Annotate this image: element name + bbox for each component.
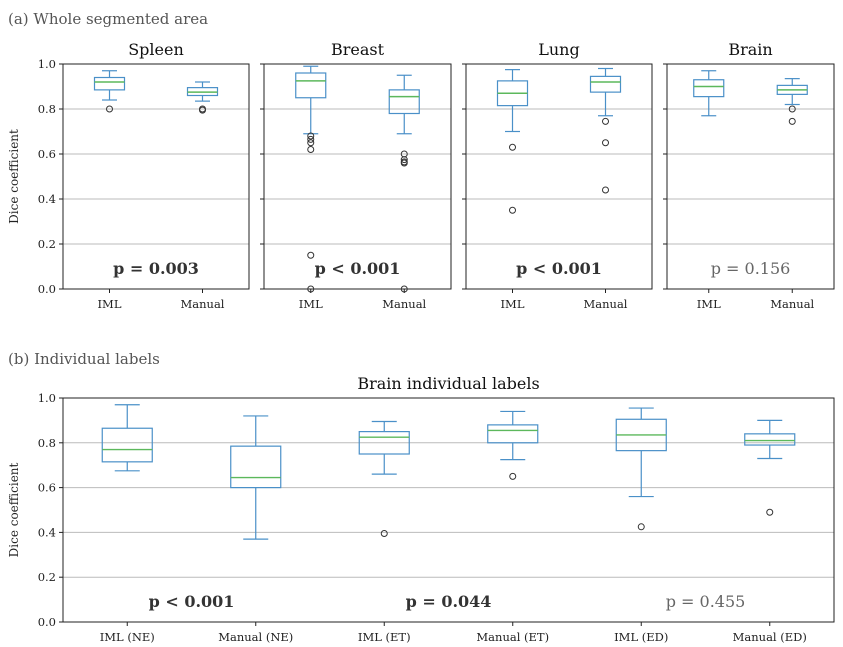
y-axis-label: Dice coefficient xyxy=(7,129,21,224)
outlier-point xyxy=(509,206,516,214)
box-body xyxy=(101,427,153,463)
y-axis-label: Dice coefficient xyxy=(7,462,21,557)
panel-title: Brain individual labels xyxy=(357,374,539,393)
panel-4: Brain IML Manual p = 0.156 xyxy=(663,40,835,311)
box-1 xyxy=(101,404,153,472)
plot-frame xyxy=(62,397,835,623)
panel-title: Breast xyxy=(331,40,385,59)
box-1 xyxy=(93,70,126,113)
box-5 xyxy=(615,407,667,531)
p-value-annotation: p < 0.001 xyxy=(149,592,235,611)
section-b-label: (b) Individual labels xyxy=(8,350,160,368)
x-tick-label: IML xyxy=(501,297,525,311)
outlier-point xyxy=(637,523,645,531)
p-value-annotation: p = 0.003 xyxy=(113,259,199,278)
panel-5: 0.0 0.2 0.4 0.6 0.8 1.0 Dice coefficient Brain … xyxy=(7,374,835,644)
outlier-point xyxy=(766,508,774,516)
plot-frame xyxy=(666,63,835,290)
y-tick-label: 0.4 xyxy=(38,192,56,206)
x-tick-label: IML xyxy=(299,297,323,311)
plots: 0.0 0.2 0.4 0.6 0.8 1.0 Dice coefficient Spleen… xyxy=(7,40,835,644)
panel-2: Breast IML Manual p < 0.001 xyxy=(260,40,452,311)
outlier-point xyxy=(509,143,516,151)
y-tick-label: 0.8 xyxy=(38,436,56,450)
y-tick-label: 0.2 xyxy=(38,570,56,584)
box-1 xyxy=(496,69,529,214)
outlier-point xyxy=(380,530,388,538)
y-tick-label: 1.0 xyxy=(38,391,56,405)
y-tick-label: 1.0 xyxy=(38,57,56,71)
outlier-point xyxy=(307,139,315,147)
box-body xyxy=(487,424,539,444)
outlier-point xyxy=(307,132,315,140)
p-value-annotation: p = 0.455 xyxy=(666,592,746,611)
y-tick-label: 0.6 xyxy=(38,147,56,161)
x-tick-label: IML xyxy=(98,297,122,311)
panel-title: Lung xyxy=(538,40,579,59)
box-3 xyxy=(358,420,410,538)
outlier-point xyxy=(307,251,315,259)
plot-frame xyxy=(263,63,452,290)
outlier-point xyxy=(602,186,609,194)
x-tick-label: IML xyxy=(697,297,721,311)
x-tick-label: IML (ET) xyxy=(358,630,411,644)
plot-frame xyxy=(465,63,653,290)
x-tick-label: IML (ED) xyxy=(614,630,668,644)
x-tick-label: Manual xyxy=(181,297,225,311)
x-tick-label: Manual xyxy=(584,297,628,311)
outlier-point xyxy=(307,146,315,153)
p-value-annotation: p = 0.156 xyxy=(711,259,791,278)
outlier-point xyxy=(400,156,408,164)
outlier-point xyxy=(788,117,796,125)
box-2 xyxy=(776,78,808,125)
p-value-annotation: p < 0.001 xyxy=(516,259,602,278)
outlier-point xyxy=(788,105,796,113)
box-body xyxy=(744,433,796,446)
panel-3: Lung IML Manual p < 0.001 xyxy=(462,40,653,311)
box-2 xyxy=(388,74,420,293)
p-value-annotation: p = 0.044 xyxy=(406,592,492,611)
x-tick-label: Manual (ED) xyxy=(733,630,807,644)
box-2 xyxy=(589,67,622,194)
outlier-point xyxy=(602,139,609,147)
y-tick-label: 0.4 xyxy=(38,525,56,539)
outlier-point xyxy=(509,472,517,480)
panel-title: Brain xyxy=(728,40,772,59)
outlier-point xyxy=(400,159,408,167)
box-body xyxy=(693,79,725,98)
y-tick-label: 0.6 xyxy=(38,481,56,495)
box-6 xyxy=(744,419,796,516)
box-body xyxy=(295,72,327,99)
box-1 xyxy=(693,70,725,117)
panel-1: 0.0 0.2 0.4 0.6 0.8 1.0 Dice coefficient Spleen… xyxy=(7,40,250,311)
x-tick-label: Manual xyxy=(382,297,426,311)
box-body xyxy=(230,445,282,489)
y-tick-label: 0.2 xyxy=(38,237,56,251)
box-4 xyxy=(487,410,539,480)
box-body xyxy=(358,431,410,455)
outlier-point xyxy=(199,106,206,114)
box-body xyxy=(93,76,126,91)
box-body xyxy=(388,89,420,115)
x-tick-label: Manual (NE) xyxy=(218,630,293,644)
box-body xyxy=(589,75,622,93)
panel-title: Spleen xyxy=(128,40,184,59)
y-tick-label: 0.0 xyxy=(38,615,56,629)
section-a-label: (a) Whole segmented area xyxy=(8,10,208,28)
outlier-point xyxy=(106,105,113,113)
box-2 xyxy=(230,415,282,540)
x-tick-label: Manual xyxy=(770,297,814,311)
p-value-annotation: p < 0.001 xyxy=(315,259,401,278)
outlier-point xyxy=(602,117,609,125)
plot-frame xyxy=(62,63,250,290)
y-tick-label: 0.8 xyxy=(38,102,56,116)
box-1 xyxy=(295,65,327,293)
outlier-point xyxy=(307,135,315,143)
y-tick-label: 0.0 xyxy=(38,282,56,296)
box-2 xyxy=(186,81,219,114)
x-tick-label: Manual (ET) xyxy=(476,630,549,644)
x-tick-label: IML (NE) xyxy=(100,630,155,644)
